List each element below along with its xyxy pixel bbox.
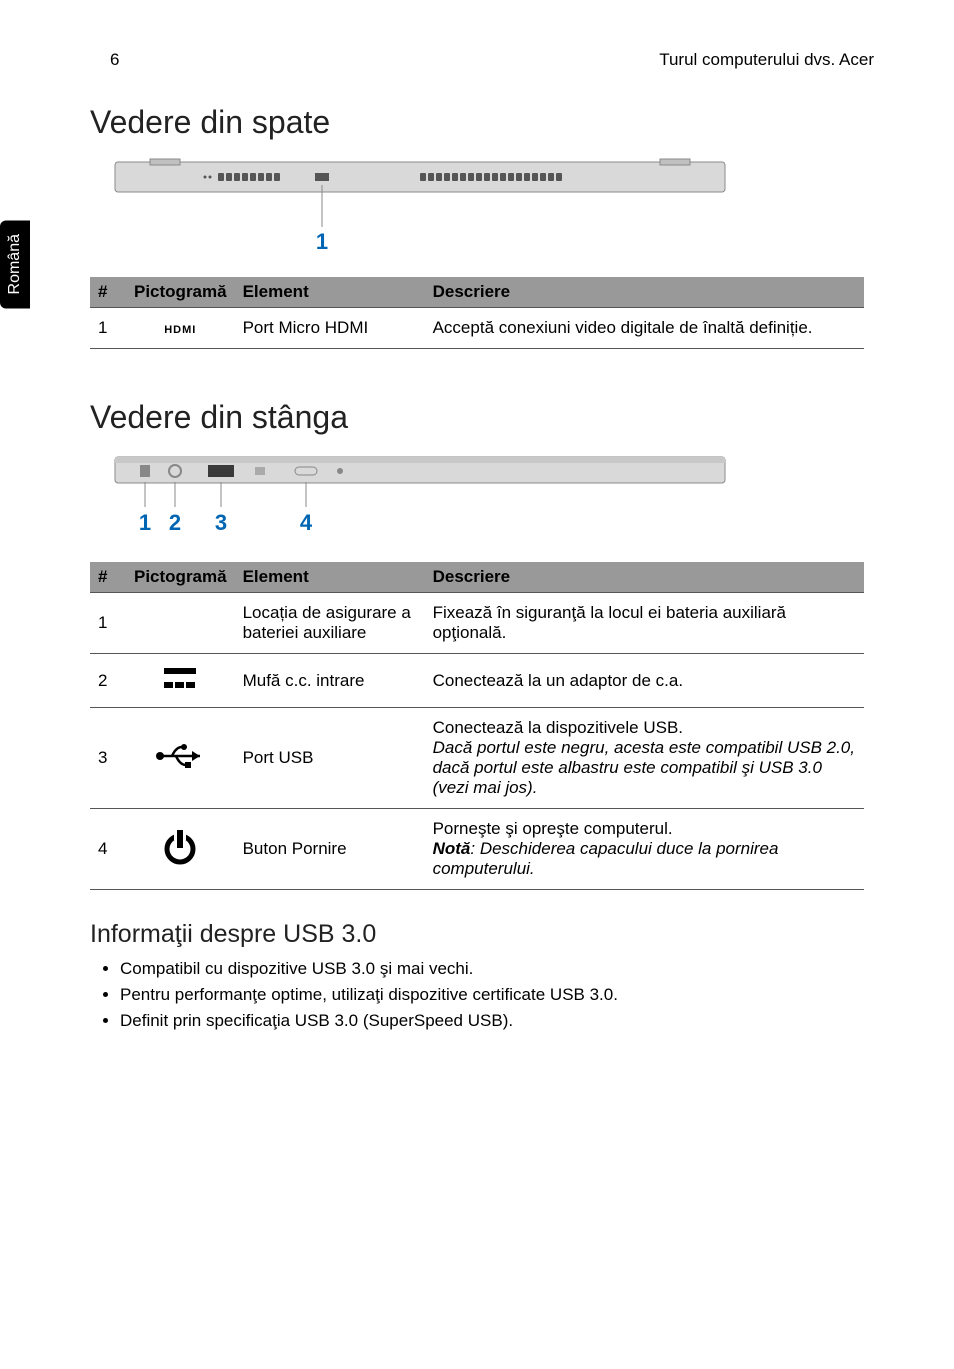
callout-1: 1	[316, 229, 328, 254]
svg-text:3: 3	[215, 510, 227, 535]
usb-icon	[126, 708, 235, 809]
row-elem: Port Micro HDMI	[235, 308, 425, 349]
col-icon: Pictogramă	[126, 277, 235, 308]
blank-icon	[126, 593, 235, 654]
row-num: 3	[90, 708, 126, 809]
svg-text:4: 4	[300, 510, 313, 535]
row-elem: Buton Pornire	[235, 809, 425, 890]
usb-info-list: Compatibil cu dispozitive USB 3.0 şi mai…	[120, 959, 884, 1031]
hdmi-icon: HDMI	[126, 308, 235, 349]
col-elem: Element	[235, 562, 425, 593]
row-elem: Port USB	[235, 708, 425, 809]
row-desc: Fixează în siguranţă la locul ei bateria…	[425, 593, 864, 654]
table-row: 1 Locația de asigurare a bateriei auxili…	[90, 593, 864, 654]
row-num: 1	[90, 593, 126, 654]
col-icon: Pictogramă	[126, 562, 235, 593]
running-header: Turul computerului dvs. Acer	[659, 50, 874, 70]
rear-view-diagram: 1	[110, 157, 884, 257]
table-row: 4 Buton Pornire Porneşte şi opreşte comp…	[90, 809, 864, 890]
svg-text:1: 1	[139, 510, 151, 535]
usb-info-title: Informaţii despre USB 3.0	[90, 920, 884, 949]
row-desc: Conectează la dispozitivele USB. Dacă po…	[425, 708, 864, 809]
list-item: Compatibil cu dispozitive USB 3.0 şi mai…	[120, 959, 884, 979]
row-desc: Conectează la un adaptor de c.a.	[425, 654, 864, 708]
col-num: #	[90, 277, 126, 308]
page-number: 6	[110, 50, 119, 70]
col-elem: Element	[235, 277, 425, 308]
svg-text:2: 2	[169, 510, 181, 535]
table-row: 3 Port USB Conectează la dispozitivele U…	[90, 708, 864, 809]
row-num: 4	[90, 809, 126, 890]
row-elem: Locația de asigurare a bateriei auxiliar…	[235, 593, 425, 654]
dc-in-icon	[126, 654, 235, 708]
row-num: 1	[90, 308, 126, 349]
left-view-table: # Pictogramă Element Descriere 1 Locația…	[90, 562, 864, 890]
table-row: 2 Mufă c.c. intrare Conectează la un ada…	[90, 654, 864, 708]
rear-view-title: Vedere din spate	[90, 104, 884, 141]
power-icon	[126, 809, 235, 890]
col-desc: Descriere	[425, 562, 864, 593]
table-row: 1 HDMI Port Micro HDMI Acceptă conexiuni…	[90, 308, 864, 349]
list-item: Definit prin specificaţia USB 3.0 (Super…	[120, 1011, 884, 1031]
left-view-diagram: 1 2 3 4	[110, 452, 884, 542]
col-desc: Descriere	[425, 277, 864, 308]
list-item: Pentru performanţe optime, utilizaţi dis…	[120, 985, 884, 1005]
col-num: #	[90, 562, 126, 593]
row-desc: Acceptă conexiuni video digitale de înal…	[425, 308, 864, 349]
row-num: 2	[90, 654, 126, 708]
page-header: 6 Turul computerului dvs. Acer	[50, 50, 884, 70]
row-desc: Porneşte şi opreşte computerul. Notă: De…	[425, 809, 864, 890]
rear-view-table: # Pictogramă Element Descriere 1 HDMI Po…	[90, 277, 864, 349]
row-elem: Mufă c.c. intrare	[235, 654, 425, 708]
language-tab: Română	[0, 220, 30, 308]
left-view-title: Vedere din stânga	[90, 399, 884, 436]
